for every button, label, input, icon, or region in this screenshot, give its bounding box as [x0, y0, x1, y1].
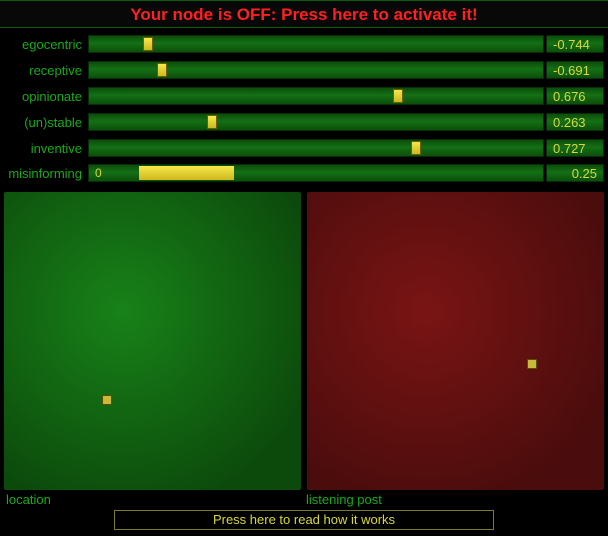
location-panel[interactable]	[4, 192, 301, 490]
location-dot[interactable]	[102, 395, 112, 405]
slider-value: -0.744	[546, 35, 604, 53]
slider-thumb[interactable]	[411, 141, 421, 155]
listening-label: listening post	[304, 492, 604, 510]
progress-max: 0.25	[546, 164, 604, 182]
slider-track[interactable]	[88, 139, 544, 157]
slider-track[interactable]	[88, 61, 544, 79]
listening-panel[interactable]	[307, 192, 604, 490]
slider-label: opinionate	[4, 89, 88, 104]
slider-value: 0.676	[546, 87, 604, 105]
slider-label: receptive	[4, 63, 88, 78]
slider-panel: egocentric -0.744 receptive -0.691 opinionat…	[0, 28, 608, 186]
progress-fill	[139, 166, 234, 180]
bottom-bar: Press here to read how it works	[0, 510, 608, 536]
slider-value: 0.727	[546, 139, 604, 157]
slider-row: (un)stable 0.263	[4, 110, 604, 134]
slider-thumb[interactable]	[143, 37, 153, 51]
progress-label: misinforming	[4, 166, 88, 181]
slider-row: inventive 0.727	[4, 136, 604, 160]
slider-label: egocentric	[4, 37, 88, 52]
panel-labels: location listening post	[0, 490, 608, 510]
slider-label: inventive	[4, 141, 88, 156]
app-container: Your node is OFF: Press here to activate…	[0, 0, 608, 536]
slider-row: opinionate 0.676	[4, 84, 604, 108]
slider-value: 0.263	[546, 113, 604, 131]
progress-row: misinforming 0 0.25	[4, 162, 604, 184]
location-label: location	[4, 492, 304, 510]
slider-track[interactable]	[88, 113, 544, 131]
slider-value: -0.691	[546, 61, 604, 79]
activate-banner[interactable]: Your node is OFF: Press here to activate…	[0, 0, 608, 28]
progress-track[interactable]: 0	[88, 164, 544, 182]
help-button[interactable]: Press here to read how it works	[114, 510, 494, 530]
panels-area	[0, 186, 608, 490]
slider-label: (un)stable	[4, 115, 88, 130]
progress-min: 0	[95, 166, 102, 180]
slider-thumb[interactable]	[157, 63, 167, 77]
slider-track[interactable]	[88, 35, 544, 53]
listening-dot[interactable]	[527, 359, 537, 369]
slider-thumb[interactable]	[207, 115, 217, 129]
slider-row: receptive -0.691	[4, 58, 604, 82]
slider-row: egocentric -0.744	[4, 32, 604, 56]
slider-thumb[interactable]	[393, 89, 403, 103]
slider-track[interactable]	[88, 87, 544, 105]
